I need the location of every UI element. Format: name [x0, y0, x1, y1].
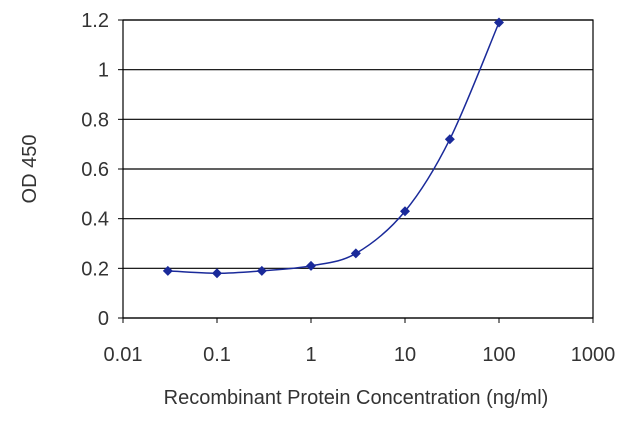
x-tick-label: 0.01 [104, 344, 143, 366]
data-point [212, 268, 222, 279]
y-tick-label: 0.2 [81, 258, 109, 280]
y-axis: 0 0.2 0.4 0.6 0.8 1 1.2 [81, 10, 123, 330]
x-axis: 0.01 0.1 1 10 100 1000 [104, 318, 616, 366]
data-point [350, 248, 361, 259]
x-tick-label: 10 [394, 344, 416, 366]
y-tick-label: 1 [98, 60, 109, 82]
data-point [494, 17, 504, 28]
gridlines [123, 19, 593, 319]
data-point [306, 260, 316, 271]
y-axis-title: OD 450 [19, 135, 41, 204]
fit-curve [167, 22, 500, 275]
y-tick-label: 0.4 [81, 209, 109, 231]
x-axis-title: Recombinant Protein Concentration (ng/ml… [164, 387, 549, 409]
data-points [162, 17, 504, 279]
x-tick-label: 1000 [571, 344, 616, 366]
y-tick-label: 0.6 [81, 159, 109, 181]
data-point [256, 265, 267, 276]
data-point [444, 134, 455, 145]
y-tick-label: 1.2 [81, 10, 109, 32]
y-tick-label: 0 [98, 308, 109, 330]
x-tick-label: 1 [305, 344, 316, 366]
x-tick-label: 0.1 [203, 344, 231, 366]
data-point [162, 265, 173, 276]
x-tick-label: 100 [482, 344, 515, 366]
y-tick-label: 0.8 [81, 109, 109, 131]
data-point [400, 206, 410, 217]
